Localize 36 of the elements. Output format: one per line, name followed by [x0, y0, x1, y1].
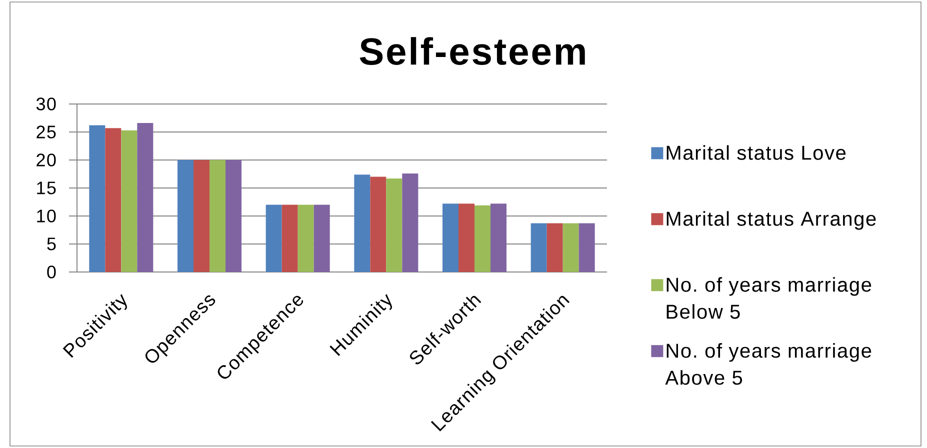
bar — [578, 223, 595, 272]
legend-label: No. of years marriage Below 5 — [666, 277, 872, 319]
bar — [474, 205, 491, 272]
bar — [546, 223, 563, 272]
bar — [226, 160, 242, 272]
bar — [354, 174, 370, 272]
bar — [314, 204, 330, 272]
bar — [194, 160, 210, 272]
y-tick-label: 15 — [37, 182, 56, 194]
bar — [210, 160, 226, 272]
bar — [266, 204, 282, 272]
y-tick-label: 20 — [36, 154, 56, 166]
bar — [370, 176, 386, 272]
bar — [458, 204, 475, 272]
y-tick-label: 5 — [47, 238, 56, 250]
bar — [89, 125, 106, 272]
chart-title: Self-esteem — [360, 37, 585, 65]
y-tick-label: 25 — [36, 126, 56, 138]
y-tick-label: 0 — [47, 266, 56, 278]
y-tick-label: 10 — [37, 210, 56, 222]
bar — [178, 160, 194, 272]
legend-label: No. of years marriage Above 5 — [665, 343, 872, 385]
bar — [530, 223, 547, 272]
y-tick-label: 30 — [36, 98, 56, 110]
bar — [298, 204, 314, 272]
bar — [402, 173, 418, 272]
legend-label: Marital status Love — [666, 145, 846, 160]
bar — [490, 204, 507, 272]
bar — [121, 130, 138, 272]
bar — [137, 123, 154, 272]
bar — [282, 204, 298, 272]
bar — [105, 128, 122, 272]
bar — [386, 178, 402, 272]
legend-label: Marital status Arrange — [666, 211, 876, 230]
bar — [442, 204, 459, 272]
bar — [562, 223, 579, 272]
